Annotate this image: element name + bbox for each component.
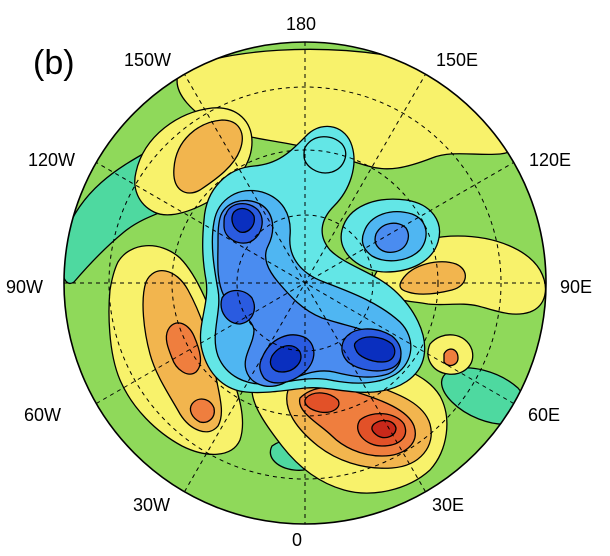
longitude-label-60w: 60W: [24, 405, 62, 425]
longitude-label-90e: 90E: [560, 277, 593, 297]
field-contours: [64, 42, 546, 524]
longitude-label-30w: 30W: [133, 495, 171, 515]
contour-cyan-north: [303, 136, 347, 174]
latitude-ring-outer: [108, 86, 502, 480]
longitude-label-90w: 90W: [6, 277, 44, 297]
contour-orange-northwest: [173, 119, 243, 194]
latitude-ring-inner: [236, 214, 374, 352]
longitude-label-180: 180: [286, 14, 317, 34]
contour-darkblue-west: [220, 289, 255, 325]
contour-orange-west-inner: [165, 322, 202, 375]
graticule: [64, 42, 546, 524]
contour-orange-east-small: [443, 348, 459, 367]
longitude-label-150w: 150W: [124, 50, 172, 70]
longitude-label-60e: 60E: [528, 405, 561, 425]
meridian-60e-120w: [96, 162, 514, 404]
contour-maxblue-southeast: [353, 336, 396, 363]
panel-label: (b): [33, 44, 75, 82]
longitude-label-120w: 120W: [28, 150, 76, 170]
longitude-label-120e: 120E: [529, 150, 572, 170]
contour-orange-east: [399, 261, 466, 295]
longitude-label-150e: 150E: [436, 50, 479, 70]
contour-darkred-south-1: [304, 392, 340, 414]
contour-maxblue-south: [269, 345, 302, 373]
contour-maxblue-northwest: [231, 207, 255, 233]
longitude-label-30e: 30E: [432, 495, 465, 515]
contour-teal-southwest: [64, 433, 90, 470]
contour-orange-west-small: [189, 398, 215, 424]
contour-blue-northeast: [374, 222, 409, 253]
contour-maxred-south: [371, 419, 397, 439]
map-boundary: [63, 41, 547, 525]
longitude-label-0: 0: [292, 530, 303, 550]
